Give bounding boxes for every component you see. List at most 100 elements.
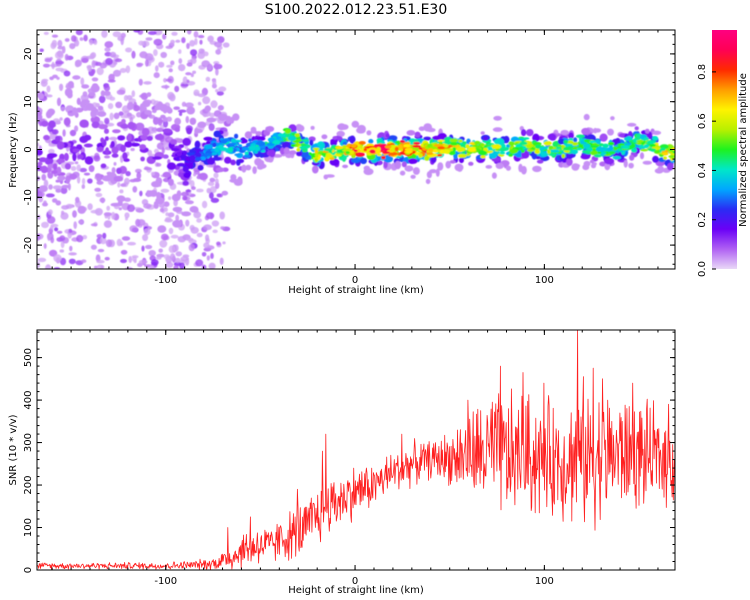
heatmap-cell (178, 64, 186, 72)
heatmap-cell (72, 148, 80, 153)
heatmap-cell (627, 122, 637, 127)
heatmap-cell (95, 173, 102, 179)
heatmap-cell (190, 49, 198, 56)
heatmap-cell (414, 131, 421, 138)
heatmap-cell (279, 147, 285, 155)
heatmap-cell (45, 264, 52, 269)
heatmap-cell (589, 159, 595, 164)
heatmap-cell (215, 49, 222, 55)
heatmap-cell (612, 156, 621, 160)
heatmap-cell (555, 146, 562, 150)
heatmap-cell (218, 113, 228, 122)
heatmap-cell (104, 128, 109, 134)
heatmap-cell (593, 127, 598, 134)
heatmap-cell (168, 227, 174, 235)
heatmap-cell (37, 93, 45, 100)
heatmap-cell (435, 168, 440, 177)
heatmap-cell (443, 136, 453, 145)
heatmap-cell (131, 90, 136, 98)
heatmap-cell (181, 101, 187, 107)
heatmap-cell (571, 163, 580, 171)
heatmap-cell (388, 135, 398, 141)
heatmap-cell (99, 62, 108, 69)
heatmap-cell (90, 223, 98, 227)
heatmap-cell (563, 146, 571, 151)
heatmap-cell (407, 158, 418, 164)
heatmap-cell (653, 149, 661, 154)
heatmap-cell (315, 153, 319, 158)
heatmap-cell (91, 77, 99, 82)
heatmap-cell (154, 133, 165, 141)
colorbar-tick-label: 0.6 (697, 113, 708, 129)
heatmap-cell (73, 221, 77, 230)
spectrogram-ytick-label: 10 (23, 95, 34, 108)
heatmap-cell (540, 152, 548, 157)
heatmap-cell (108, 73, 115, 82)
heatmap-cell (51, 170, 58, 174)
heatmap-cell (189, 40, 196, 47)
heatmap-cell (175, 39, 181, 43)
heatmap-cell (170, 139, 177, 145)
heatmap-cell (105, 57, 113, 66)
heatmap-cell (342, 164, 349, 169)
heatmap-cell (81, 259, 87, 264)
heatmap-cell (47, 234, 51, 241)
heatmap-cell (456, 147, 466, 152)
heatmap-cell (309, 139, 314, 146)
heatmap-cell (550, 149, 560, 153)
heatmap-cell (366, 130, 372, 136)
heatmap-cell (278, 138, 284, 142)
heatmap-cell (248, 138, 252, 142)
heatmap-cell (178, 49, 182, 54)
heatmap-cell (376, 137, 383, 144)
heatmap-cell (158, 61, 165, 68)
heatmap-cell (217, 105, 224, 111)
heatmap-cell (81, 84, 90, 89)
heatmap-cell (363, 165, 370, 171)
heatmap-cell (126, 101, 134, 111)
heatmap-cell (519, 141, 528, 146)
heatmap-cell (181, 37, 186, 44)
heatmap-cell (357, 152, 365, 156)
heatmap-cell (104, 41, 114, 48)
heatmap-cell (174, 127, 180, 132)
heatmap-cell (37, 261, 41, 269)
heatmap-cell (256, 136, 266, 142)
heatmap-cell (413, 141, 421, 145)
heatmap-cell (643, 137, 649, 141)
heatmap-cell (43, 134, 50, 141)
heatmap-cell (116, 167, 122, 175)
heatmap-cell (56, 141, 65, 150)
snr-ylabel: SNR (10 * v/v) (8, 414, 19, 485)
heatmap-cell (207, 35, 214, 43)
heatmap-cell (383, 154, 394, 163)
heatmap-cell (457, 153, 464, 158)
heatmap-cell (110, 140, 115, 148)
heatmap-cell (645, 128, 650, 134)
heatmap-cell (169, 93, 176, 102)
heatmap-cell (635, 147, 640, 154)
heatmap-cell (363, 148, 368, 152)
heatmap-cell (252, 166, 257, 175)
heatmap-cell (452, 147, 457, 152)
heatmap-cell (243, 154, 251, 159)
heatmap-cell (375, 150, 381, 154)
heatmap-cell (118, 207, 123, 211)
heatmap-cell (436, 153, 443, 157)
heatmap-cell (102, 232, 107, 239)
heatmap-cell (208, 123, 215, 131)
heatmap-cell (72, 152, 77, 162)
heatmap-cell (83, 172, 91, 176)
heatmap-cell (266, 143, 276, 146)
snr-ytick-label: 0 (23, 567, 34, 573)
heatmap-cell (418, 153, 423, 158)
heatmap-cell (217, 36, 225, 44)
heatmap-cell (437, 146, 446, 150)
heatmap-cell (642, 160, 652, 165)
heatmap-cell (342, 141, 348, 146)
heatmap-cell (83, 34, 88, 42)
heatmap-cell (662, 151, 669, 156)
heatmap-cell (197, 34, 205, 39)
heatmap-cell (52, 198, 58, 203)
heatmap-cell (254, 150, 258, 154)
